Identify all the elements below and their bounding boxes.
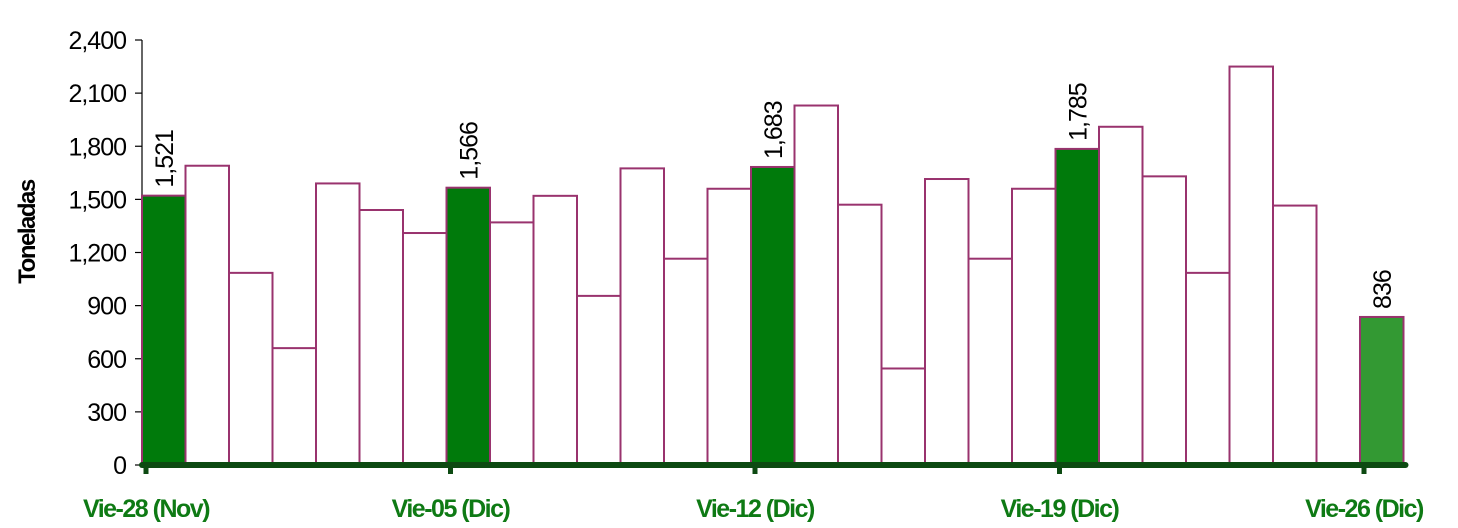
data-label: 1,566 [455, 122, 483, 180]
bar [967, 257, 1013, 466]
x-tick-label: Vie-05 (Dic) [392, 495, 511, 523]
bar-highlighted [141, 194, 187, 466]
y-tick-label: 1,200 [68, 240, 126, 268]
y-tick-label: 1,500 [68, 186, 126, 214]
x-tick-label: Vie-19 (Dic) [1001, 495, 1120, 523]
bar [924, 178, 970, 467]
bar [315, 182, 361, 466]
y-axis: 0 300 600 900 1,200 1,500 1,800 2,100 2,400 [68, 27, 143, 480]
bar [489, 221, 535, 466]
bar [184, 164, 230, 467]
x-tick-label: Vie-28 (Nov) [83, 495, 210, 523]
bar [358, 209, 404, 466]
y-tick-label: 1,800 [68, 133, 126, 161]
y-tick-label: 900 [87, 293, 126, 321]
y-axis-label: Toneladas [14, 179, 41, 284]
data-label: 1,521 [151, 130, 179, 188]
bar [837, 203, 883, 466]
bar [532, 194, 578, 466]
bar [576, 294, 622, 466]
data-label: 1,683 [760, 101, 788, 159]
bar [793, 104, 839, 466]
bar-highlighted [750, 165, 796, 466]
y-tick-label: 300 [87, 399, 126, 427]
data-labels: 1,521 1,566 1,683 1,785 836 [151, 83, 1397, 309]
bar [1141, 175, 1187, 467]
x-axis: Vie-28 (Nov) Vie-05 (Dic) Vie-12 (Dic) Vie-… [83, 462, 1426, 523]
bar [402, 232, 448, 466]
bars [141, 65, 1405, 467]
bar [880, 367, 926, 467]
bar [1228, 65, 1274, 466]
y-tick-label: 600 [87, 346, 126, 374]
bar [271, 347, 317, 466]
x-tick-label: Vie-12 (Dic) [696, 495, 815, 523]
bar-highlighted [445, 186, 491, 466]
y-tick-label: 2,400 [68, 27, 126, 55]
y-tick-label: 2,100 [68, 80, 126, 108]
bar [1098, 125, 1144, 466]
bar-highlighted [1359, 315, 1405, 467]
bar [706, 187, 752, 466]
bar [1185, 271, 1231, 467]
bar-highlighted [1054, 147, 1100, 466]
bar [228, 271, 274, 467]
y-tick-label: 0 [113, 452, 126, 480]
bar [1272, 204, 1318, 467]
bar [663, 257, 709, 466]
bar [1011, 187, 1057, 466]
bar [619, 167, 665, 467]
data-label: 1,785 [1064, 83, 1092, 141]
data-label: 836 [1369, 270, 1397, 309]
x-tick-label: Vie-26 (Dic) [1305, 495, 1424, 523]
